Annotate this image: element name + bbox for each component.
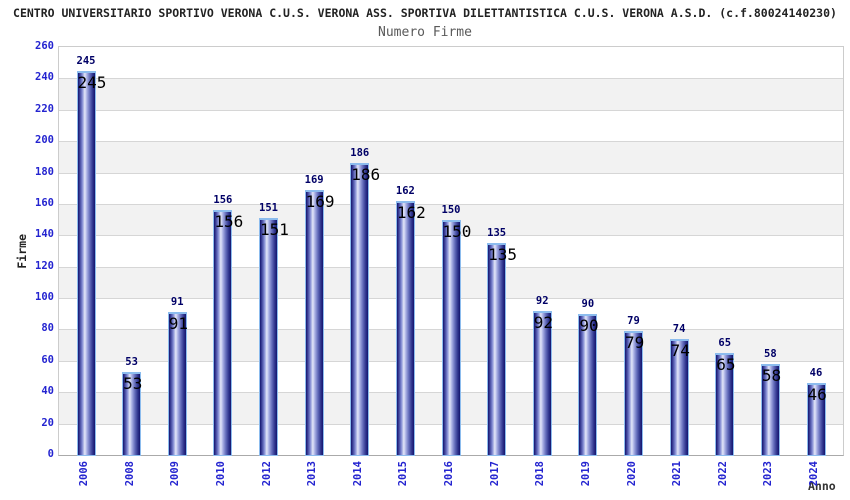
- x-tick-label: 2006: [78, 461, 90, 487]
- bar-2009: 91: [167, 312, 188, 456]
- gridline: [59, 109, 843, 111]
- bar-2023: 58: [760, 363, 781, 456]
- bar-2024: 46: [806, 382, 827, 456]
- bar-value-label: 169: [304, 173, 324, 186]
- y-tick-label: 20: [41, 416, 54, 429]
- x-tick-label: 2008: [123, 461, 136, 487]
- y-tick-label: 0: [47, 448, 54, 460]
- plot-area: 245 245 53 53 91 91 156 156 151 151 169 169 186 186 16…: [58, 46, 844, 456]
- y-tick-label: 80: [41, 322, 54, 335]
- bar-value-label: 156: [213, 194, 233, 207]
- x-tick-label: 2021: [671, 461, 684, 487]
- bar-value-label: 135: [487, 227, 507, 240]
- gridline: [59, 203, 843, 205]
- bar-2013: 169: [304, 189, 335, 456]
- bar-value-label: 65: [718, 337, 732, 349]
- chart-title: CENTRO UNIVERSITARIO SPORTIVO VERONA C.U…: [13, 6, 837, 20]
- x-tick-label: 2024: [808, 461, 820, 487]
- bar-value-label: 162: [395, 184, 415, 197]
- y-tick-label: 120: [35, 259, 54, 272]
- x-tick-label: 2009: [169, 461, 182, 487]
- bar-value-label: 46: [809, 366, 823, 379]
- plot-band: [59, 47, 843, 78]
- bar-2020: 79: [624, 331, 644, 456]
- x-axis-title: Anno: [808, 479, 836, 493]
- bar-2016: 150: [441, 219, 471, 456]
- x-tick-label: 2023: [762, 461, 775, 487]
- x-tick-label: 2013: [306, 461, 319, 487]
- bar-2006: 245: [76, 70, 106, 456]
- bar-value-label: 92: [535, 294, 549, 307]
- y-tick-label: 200: [35, 134, 54, 147]
- plot-band: [59, 110, 843, 141]
- x-tick-label: 2015: [397, 461, 410, 487]
- plot-band: [59, 78, 843, 110]
- y-tick-label: 40: [41, 385, 54, 398]
- bar-2022: 65: [715, 353, 736, 456]
- bar-value-label: 151: [259, 202, 278, 215]
- y-tick-label: 180: [35, 165, 54, 178]
- bar-value-label: 186: [350, 147, 370, 160]
- y-tick-label: 240: [35, 71, 54, 84]
- plot-band: [59, 141, 843, 173]
- x-tick-label: 2020: [625, 461, 638, 487]
- bar-value-label: 150: [441, 203, 461, 216]
- plot-band: [59, 173, 843, 204]
- y-tick-label: 100: [35, 291, 54, 304]
- bar-2010: 156: [213, 210, 243, 456]
- x-tick-label: 2018: [534, 461, 547, 487]
- x-tick-label: 2010: [214, 461, 227, 487]
- bar-value-label: 53: [125, 355, 138, 368]
- x-tick-label: 2022: [716, 461, 729, 487]
- bar-2008: 53: [122, 371, 142, 456]
- x-tick-label: 2017: [488, 461, 501, 487]
- bar-2021: 74: [669, 338, 690, 456]
- y-tick-label: 140: [35, 228, 54, 241]
- x-tick-label: 2016: [443, 461, 455, 487]
- x-tick-label: 2019: [579, 461, 592, 487]
- y-tick-label: 160: [35, 196, 54, 209]
- bar-value-label: 245: [76, 54, 96, 67]
- x-tick-label: 2014: [351, 461, 364, 487]
- bar-value-label: 90: [581, 297, 595, 310]
- bar-value-label: 58: [764, 347, 777, 360]
- bar-2015: 162: [395, 200, 426, 456]
- bar-value-label: 91: [170, 296, 184, 309]
- y-tick-label: 260: [35, 40, 54, 52]
- gridline: [59, 141, 843, 143]
- gridline: [59, 78, 843, 80]
- y-tick-label: 60: [41, 353, 54, 366]
- bar-2014: 186: [350, 163, 380, 456]
- bar-2018: 92: [532, 310, 553, 456]
- chart-subtitle: Numero Firme: [378, 25, 472, 40]
- y-tick-label: 220: [35, 102, 54, 115]
- x-tick-label: 2012: [260, 461, 273, 487]
- bar-2017: 135: [487, 243, 517, 456]
- bar-2012: 151: [259, 218, 289, 456]
- bar-2019: 90: [578, 313, 599, 456]
- gridline: [59, 172, 843, 174]
- bar-value-label: 79: [627, 315, 640, 328]
- bar-value-label: 74: [672, 322, 686, 335]
